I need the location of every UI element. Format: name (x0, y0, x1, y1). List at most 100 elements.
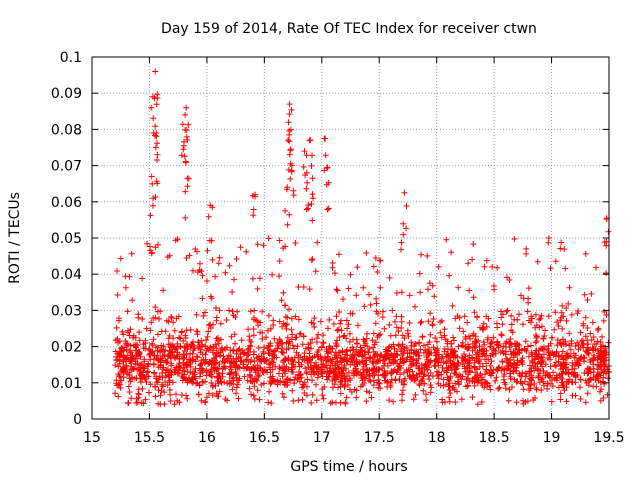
data-point (247, 358, 254, 365)
data-point (456, 325, 463, 332)
x-tick-label: 19 (543, 430, 561, 446)
data-point (154, 157, 160, 163)
data-point (355, 322, 361, 329)
data-point (504, 362, 511, 369)
data-point (324, 376, 331, 383)
data-point (173, 345, 180, 352)
data-point (478, 399, 485, 405)
data-point (199, 295, 206, 302)
data-point (365, 349, 372, 356)
data-point (562, 265, 569, 272)
data-point (315, 353, 322, 360)
data-point (387, 380, 394, 386)
data-point (597, 388, 603, 395)
data-point (603, 270, 610, 276)
data-point (552, 353, 559, 360)
data-point (370, 382, 377, 389)
data-point (276, 258, 283, 264)
data-point (324, 164, 331, 171)
data-point (295, 284, 302, 290)
data-point (347, 361, 354, 368)
data-point (366, 355, 373, 362)
data-point (252, 366, 259, 373)
data-point (463, 376, 470, 383)
data-point (147, 247, 154, 254)
data-point (506, 370, 513, 377)
data-point (401, 381, 408, 388)
data-point (208, 380, 215, 386)
data-point (309, 377, 316, 384)
data-point (136, 329, 143, 336)
data-point (409, 368, 416, 375)
data-point (153, 375, 160, 382)
data-point (277, 378, 284, 384)
data-point (285, 366, 292, 373)
data-point (311, 315, 318, 322)
data-point (482, 379, 489, 386)
data-point (375, 372, 382, 379)
data-point (535, 374, 542, 381)
x-tick-label: 15.5 (134, 430, 165, 446)
data-point (563, 369, 570, 376)
data-point (150, 202, 156, 209)
data-point (372, 350, 379, 357)
data-point (251, 395, 258, 402)
data-point (541, 333, 548, 339)
data-point (229, 308, 236, 315)
data-point (488, 358, 495, 365)
data-point (285, 345, 292, 352)
data-point (374, 379, 380, 386)
data-point (345, 369, 352, 376)
data-point (139, 316, 146, 322)
data-point (599, 378, 606, 385)
data-point (525, 381, 532, 388)
data-point (495, 385, 502, 392)
data-point (288, 326, 295, 333)
data-point (430, 316, 437, 322)
data-point (248, 391, 254, 398)
data-point (353, 346, 360, 353)
data-point (187, 350, 194, 357)
data-point (399, 391, 405, 398)
data-point (465, 260, 472, 267)
data-point (547, 340, 554, 347)
y-axis-label: ROTI / TECUs (7, 192, 23, 284)
data-point (154, 151, 161, 158)
data-point (204, 333, 211, 340)
data-point (434, 368, 441, 375)
data-point (269, 271, 276, 278)
data-point (390, 398, 397, 405)
data-point (451, 348, 458, 355)
data-point (124, 308, 131, 315)
x-tick-label: 15 (83, 430, 101, 446)
data-point (190, 267, 196, 274)
data-point (145, 389, 152, 396)
data-point (398, 239, 405, 246)
data-point (524, 308, 531, 315)
data-point (387, 360, 394, 367)
data-point (284, 221, 291, 228)
data-point (422, 361, 429, 368)
data-point (182, 335, 189, 341)
data-point (479, 346, 485, 353)
data-point (377, 284, 384, 291)
data-point (250, 392, 257, 399)
data-point (559, 375, 566, 382)
data-point (507, 356, 514, 363)
data-point (243, 357, 250, 364)
data-point (342, 400, 349, 407)
data-point (281, 302, 288, 309)
data-points (112, 68, 612, 408)
data-point (167, 391, 174, 398)
data-point (321, 384, 328, 390)
data-point (116, 315, 122, 322)
data-point (321, 135, 328, 142)
data-point (461, 313, 468, 320)
data-point (438, 334, 445, 341)
data-point (446, 272, 453, 279)
data-point (305, 364, 312, 371)
data-point (226, 381, 233, 388)
data-point (377, 385, 384, 392)
data-point (262, 368, 268, 375)
data-point (183, 133, 190, 140)
